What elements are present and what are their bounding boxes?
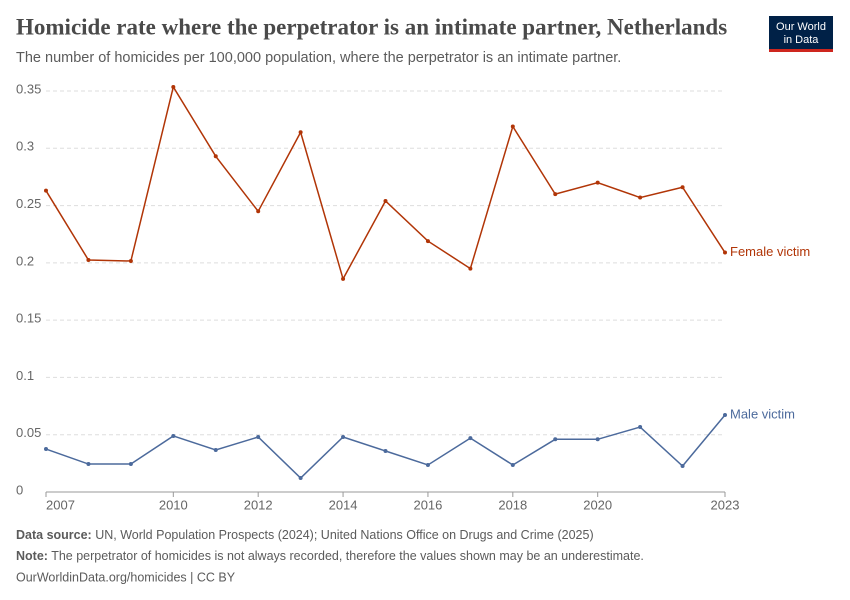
series-line xyxy=(45,414,726,480)
source-text: UN, World Population Prospects (2024); U… xyxy=(95,528,593,542)
data-point xyxy=(213,447,218,452)
y-tick-label: 0.2 xyxy=(16,253,34,268)
source-label: Data source: xyxy=(16,528,92,542)
data-point xyxy=(341,276,346,281)
x-tick-label: 2016 xyxy=(413,497,442,512)
y-tick-label: 0.15 xyxy=(16,311,41,326)
x-tick-label: 2012 xyxy=(244,497,273,512)
data-point xyxy=(171,433,176,438)
data-point xyxy=(86,462,91,467)
series-label: Male victim xyxy=(730,406,795,421)
url[interactable]: OurWorldinData.org/homicides | CC BY xyxy=(16,570,236,584)
series-line xyxy=(45,85,726,281)
note-label: Note: xyxy=(16,549,48,563)
data-point xyxy=(425,462,430,467)
data-point xyxy=(44,447,48,452)
x-tick-label: 2020 xyxy=(583,497,612,512)
data-point xyxy=(383,448,388,453)
data-point xyxy=(510,124,515,129)
y-tick-label: 0 xyxy=(16,482,23,497)
source: Data source: UN, World Population Prospe… xyxy=(16,528,594,542)
data-point xyxy=(553,437,558,442)
data-point xyxy=(425,239,430,244)
data-point xyxy=(256,435,261,440)
data-point xyxy=(468,436,473,441)
data-point xyxy=(680,185,685,190)
data-point xyxy=(638,195,643,200)
chart-title: Homicide rate where the perpetrator is a… xyxy=(16,14,727,39)
data-point xyxy=(383,198,388,203)
x-tick-label: 2018 xyxy=(498,497,527,512)
data-point xyxy=(86,257,91,262)
y-tick-label: 0.1 xyxy=(16,368,34,383)
data-point xyxy=(595,437,600,442)
data-point xyxy=(595,180,600,185)
data-point xyxy=(128,259,133,264)
logo-text: in Data xyxy=(784,34,820,46)
x-tick-label: 2014 xyxy=(329,497,358,512)
logo-box[interactable] xyxy=(769,16,833,52)
data-point xyxy=(128,462,133,467)
x-tick-label: 2007 xyxy=(46,497,75,512)
data-point xyxy=(298,476,303,481)
logo-text: Our World xyxy=(776,21,826,33)
x-tick-label: 2010 xyxy=(159,497,188,512)
y-tick-label: 0.3 xyxy=(16,139,34,154)
data-point xyxy=(256,209,261,214)
y-tick-label: 0.05 xyxy=(16,425,41,440)
data-point xyxy=(298,130,303,135)
series-label: Female victim xyxy=(730,244,810,259)
note-text: The perpetrator of homicides is not alwa… xyxy=(51,549,644,563)
data-point xyxy=(680,463,685,468)
y-tick-label: 0.25 xyxy=(16,196,41,211)
data-point xyxy=(638,425,643,430)
data-point xyxy=(213,154,218,159)
chart-subtitle: The number of homicides per 100,000 popu… xyxy=(16,50,621,66)
y-tick-label: 0.35 xyxy=(16,81,41,96)
data-point xyxy=(468,266,473,271)
logo-underline xyxy=(769,49,833,52)
data-point xyxy=(723,250,727,255)
x-tick-label: 2023 xyxy=(711,497,740,512)
note: Note: The perpetrator of homicides is no… xyxy=(16,549,644,563)
data-point xyxy=(44,188,48,193)
data-point xyxy=(171,84,176,89)
data-point xyxy=(341,435,346,440)
data-point xyxy=(553,192,558,197)
data-point xyxy=(510,462,515,467)
data-point xyxy=(723,413,727,418)
